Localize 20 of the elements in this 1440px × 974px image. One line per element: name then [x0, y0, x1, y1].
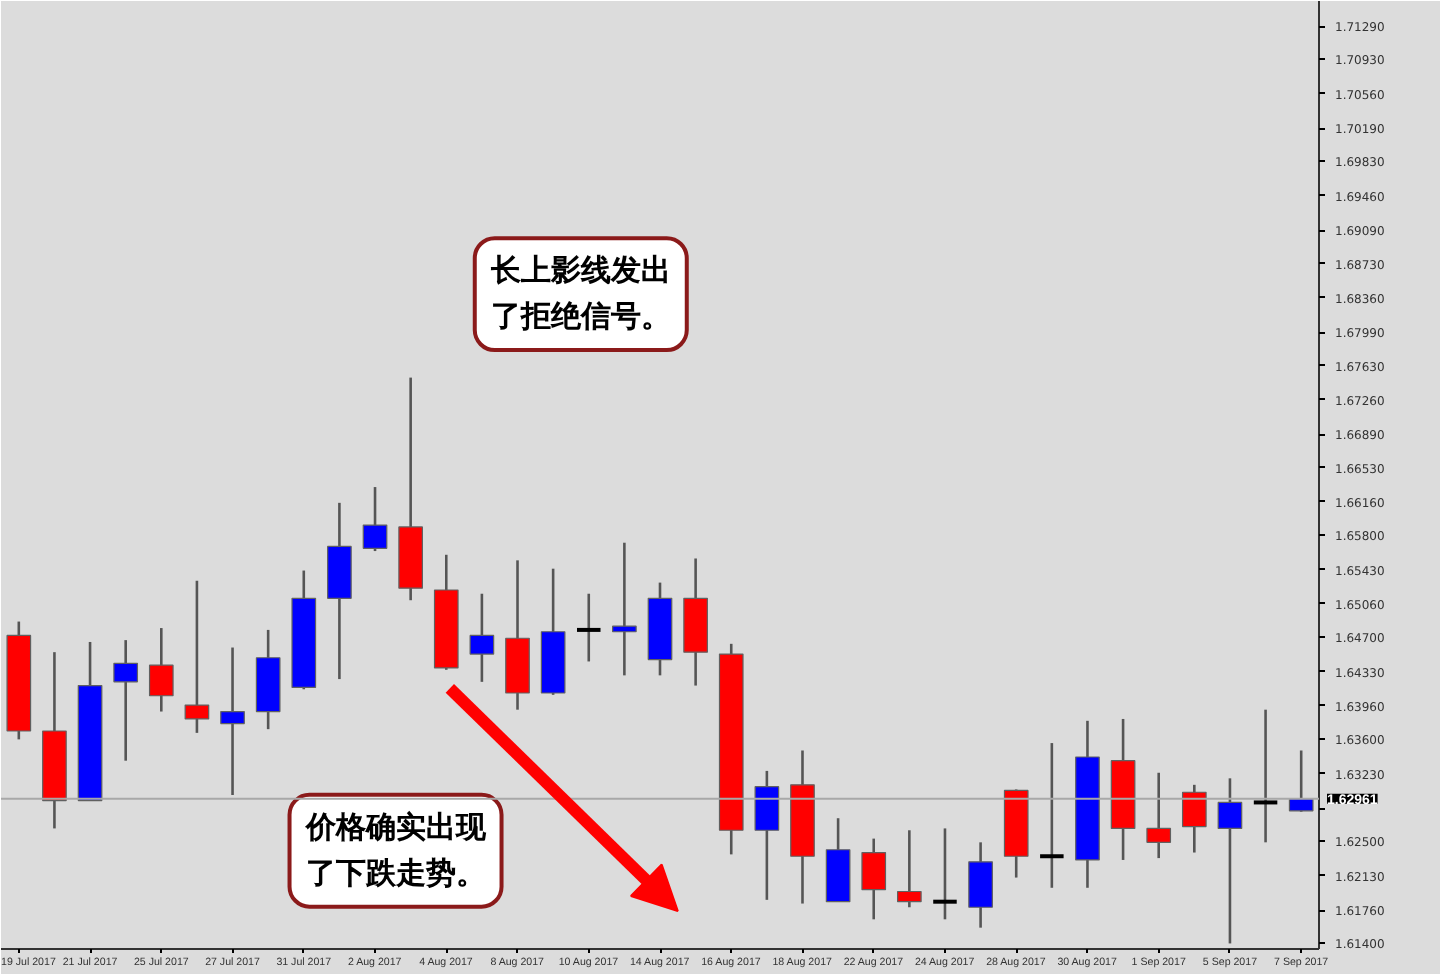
- candlestick: [1038, 741, 1066, 890]
- annotation: 价格确实出现了下跌走势。: [303, 808, 488, 891]
- candlestick: [1217, 777, 1243, 945]
- candlestick: [1251, 708, 1280, 844]
- candlestick: [1181, 783, 1207, 854]
- annotation: 长上影线发出了拒绝信号。: [488, 254, 671, 335]
- candlestick: [148, 626, 174, 713]
- candlestick: [362, 485, 388, 553]
- candlestick: [113, 638, 139, 762]
- candlestick: [220, 646, 245, 797]
- candlestick: [754, 769, 780, 902]
- candlestick: [469, 592, 495, 684]
- candlestick: [897, 828, 922, 909]
- candlestick: [931, 827, 959, 921]
- candlestick: [612, 541, 637, 677]
- candlestick: [184, 579, 210, 735]
- candlestick: [575, 592, 603, 663]
- candlestick: [1146, 771, 1172, 860]
- candlestick: [861, 837, 887, 921]
- candlestick: [968, 841, 993, 929]
